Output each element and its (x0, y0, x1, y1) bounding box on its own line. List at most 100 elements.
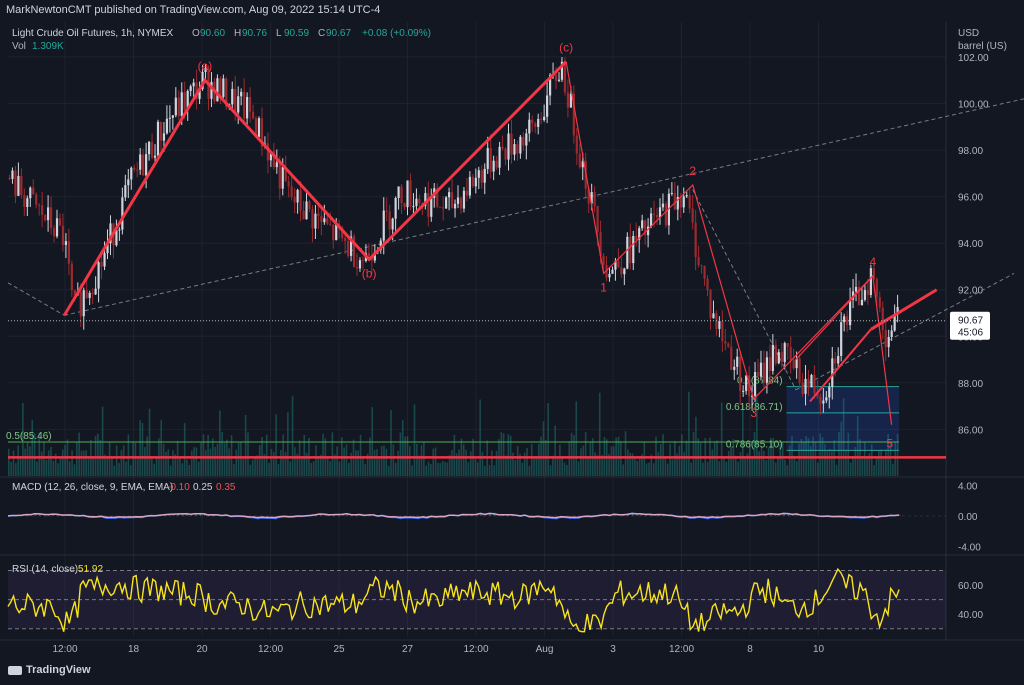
volume-bar (690, 462, 692, 476)
candle-body (180, 92, 183, 117)
candle-body (881, 307, 884, 331)
volume-bar (805, 436, 807, 476)
volume-bar (127, 434, 130, 476)
volume-bar (413, 404, 416, 476)
volume-bar (873, 465, 875, 476)
volume-bar (584, 432, 587, 476)
volume-bar (437, 462, 439, 476)
macd-value: -0.10 (167, 482, 190, 493)
candle-body (91, 292, 94, 295)
volume-bar (650, 454, 653, 476)
candle-body (388, 211, 391, 230)
countdown: 45:06 (958, 328, 983, 339)
candle-body (804, 378, 807, 394)
time-tick-label: 12:00 (669, 644, 694, 655)
volume-bar (315, 445, 317, 476)
volume-bar (523, 452, 526, 476)
candle-body (248, 96, 252, 112)
candle-body (753, 372, 757, 396)
volume-bar (141, 423, 144, 476)
candle-body (887, 336, 890, 348)
candle-body (703, 266, 706, 279)
volume-bar (338, 461, 341, 476)
volume-bar (587, 457, 589, 476)
candle-body (869, 268, 872, 295)
volume-bar (763, 450, 765, 476)
trend-dash (795, 273, 1015, 391)
volume-bar (223, 443, 226, 476)
volume-bar (831, 449, 833, 476)
candle-body (204, 67, 207, 72)
volume-bar (275, 414, 277, 476)
candle-body (85, 290, 88, 298)
volume-bar (795, 461, 798, 476)
candle-body (632, 235, 635, 264)
volume-bar (711, 449, 714, 476)
volume-bar (317, 456, 320, 476)
volume-bar (645, 463, 648, 476)
candle-body (468, 176, 471, 196)
volume-bar (484, 465, 486, 476)
tradingview-logo[interactable]: TradingView (8, 664, 91, 676)
volume-bar (448, 455, 451, 476)
volume-bar (526, 447, 528, 476)
volume-bar (453, 434, 456, 476)
volume-bar (659, 443, 662, 476)
candle-body (548, 75, 552, 96)
volume-bar (76, 442, 78, 476)
candle-body (602, 256, 605, 265)
volume-bar (43, 442, 45, 476)
candle-body (890, 330, 893, 337)
candle-body (139, 154, 142, 170)
volume-bar (68, 461, 71, 476)
publish-banner: MarkNewtonCMT published on TradingView.c… (0, 0, 1024, 22)
volume-bar (174, 454, 177, 476)
volume-bar (113, 465, 116, 476)
candle-body (599, 231, 602, 257)
volume-bar (493, 465, 496, 476)
candle-body (789, 346, 792, 360)
volume-bar (296, 453, 299, 476)
candle-body (498, 146, 501, 168)
candle-body (492, 160, 495, 172)
volume-bar (216, 443, 219, 476)
volume-bar (19, 456, 22, 476)
volume-bar (94, 435, 97, 476)
volume-bar (887, 433, 889, 476)
volume-bar (378, 457, 381, 476)
candle-body (335, 223, 338, 241)
candle-body (798, 358, 801, 383)
volume-bar (535, 457, 538, 476)
volume-bar (446, 462, 449, 476)
candle-body (150, 141, 154, 158)
candle-body (382, 210, 385, 241)
candle-body (41, 205, 44, 215)
candle-body (786, 343, 789, 347)
volume-bar (847, 432, 850, 476)
volume-bar (277, 463, 280, 476)
time-tick-label: 8 (747, 644, 753, 655)
ohlc-label: O (192, 28, 200, 39)
volume-bar (488, 464, 491, 476)
volume-bar (162, 444, 165, 476)
volume-bar (373, 449, 376, 476)
candle-body (341, 227, 344, 239)
volume-bar (394, 462, 397, 476)
volume-bar (521, 462, 524, 476)
price-tick-label: 92.00 (958, 286, 983, 297)
volume-bar (125, 461, 127, 476)
candle-body (459, 197, 463, 209)
volume-bar (509, 435, 512, 476)
time-tick-label: 12:00 (463, 644, 488, 655)
candle-body (67, 241, 70, 264)
volume-bar (495, 450, 498, 476)
candle-body (162, 133, 166, 141)
candle-body (477, 170, 480, 178)
candle-body (896, 307, 899, 315)
volume-bar (631, 453, 634, 476)
volume-bar (350, 452, 352, 476)
candle-body (673, 192, 676, 210)
volume-bar (739, 452, 742, 476)
candle-body (608, 273, 611, 278)
volume-bar (326, 456, 329, 476)
